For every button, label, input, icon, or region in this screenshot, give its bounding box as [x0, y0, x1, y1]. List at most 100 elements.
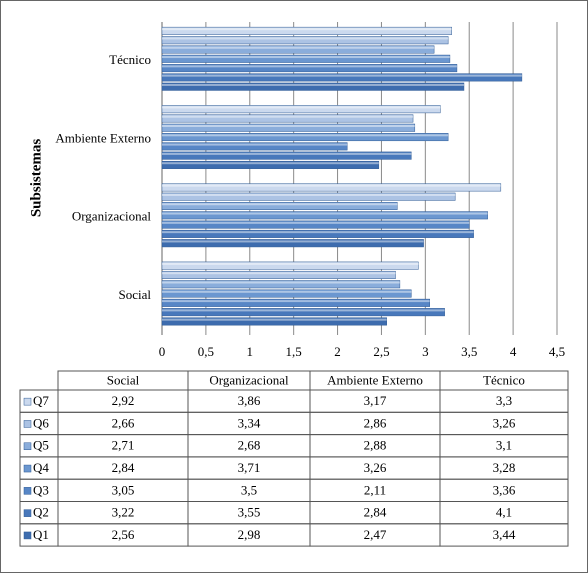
legend-key: [23, 464, 32, 473]
bar-shine: [162, 300, 430, 303]
legend-label: Q3: [33, 482, 49, 497]
table-value: 3,1: [496, 438, 512, 453]
bar: [161, 114, 414, 123]
table-value: 4,1: [496, 505, 512, 520]
bar-shine: [162, 231, 474, 234]
bar: [161, 151, 412, 160]
bar: [161, 73, 523, 82]
bar-shine: [162, 281, 400, 284]
table-value: 3,26: [493, 415, 516, 430]
bar: [161, 280, 401, 289]
bar: [161, 123, 416, 132]
bar: [161, 192, 456, 201]
bar-shine: [162, 290, 412, 293]
table-value: 2,84: [112, 460, 135, 475]
bar-shine: [162, 152, 412, 155]
bar: [161, 183, 502, 192]
table-value: 3,28: [493, 460, 516, 475]
bar: [161, 239, 424, 248]
table-value: 2,71: [112, 438, 135, 453]
table-value: 3,55: [238, 505, 261, 520]
bar: [161, 261, 419, 270]
x-tick-label: 1: [247, 344, 254, 359]
table-value: 3,05: [112, 482, 135, 497]
bar-shine: [162, 309, 445, 312]
bar-shine: [162, 162, 379, 165]
bar-shine: [162, 143, 348, 146]
table-value: 2,11: [364, 482, 386, 497]
bar-shine: [162, 212, 488, 215]
bar: [161, 211, 488, 220]
bar: [161, 317, 387, 326]
bar-shine: [162, 134, 449, 137]
legend-key: [23, 487, 32, 495]
table-header: Ambiente Externo: [327, 372, 423, 387]
bar: [161, 54, 451, 63]
bar-shine: [162, 65, 457, 68]
bar-shine: [162, 318, 387, 321]
bar: [161, 142, 348, 151]
x-tick-label: 4: [510, 344, 517, 359]
table-header: Organizacional: [209, 372, 289, 387]
legend-key: [23, 442, 32, 450]
bar: [161, 45, 435, 54]
legend-label: Q1: [33, 527, 49, 542]
legend-label: Q7: [33, 393, 49, 408]
table-value: 2,98: [238, 527, 261, 542]
bar: [161, 229, 474, 238]
table-value: 3,17: [364, 393, 387, 408]
legend-label: Q4: [33, 460, 49, 475]
legend-key: [23, 420, 32, 428]
bar: [161, 160, 380, 169]
category-label: Ambiente Externo: [55, 130, 151, 145]
legend-label: Q6: [33, 415, 49, 430]
bar: [161, 308, 445, 317]
x-tick-label: 0,5: [198, 344, 214, 359]
table-value: 3,86: [238, 393, 261, 408]
bar: [161, 64, 458, 73]
table-value: 2,47: [364, 527, 387, 542]
x-tick-label: 3: [422, 344, 429, 359]
bar: [161, 26, 452, 35]
table-cell: [439, 389, 569, 413]
bar: [161, 270, 396, 279]
category-label: Técnico: [109, 52, 151, 67]
bar: [161, 133, 449, 142]
table-value: 2,84: [364, 505, 387, 520]
bar-shine: [162, 37, 449, 40]
table-value: 3,26: [364, 460, 387, 475]
bar-shine: [162, 221, 470, 224]
legend-label: Q5: [33, 438, 49, 453]
table-value: 2,88: [364, 438, 387, 453]
table-value: 2,56: [112, 527, 135, 542]
table-value: 3,44: [493, 527, 516, 542]
legend-key: [23, 531, 32, 540]
x-tick-label: 2,5: [373, 344, 389, 359]
bar-shine: [162, 262, 419, 265]
legend-label: Q2: [33, 505, 49, 520]
bar-shine: [162, 193, 456, 196]
table-value: 2,66: [112, 415, 135, 430]
bar: [161, 298, 430, 307]
table-value: 3,3: [496, 393, 512, 408]
table-value: 2,86: [364, 415, 387, 430]
bar: [161, 82, 465, 91]
table-value: 2,68: [238, 438, 261, 453]
legend-key: [23, 509, 32, 517]
bar: [161, 220, 470, 229]
table-header: Técnico: [483, 372, 525, 387]
bar: [161, 105, 441, 114]
bar: [161, 36, 449, 45]
x-tick-label: 4,5: [549, 344, 565, 359]
bar-shine: [162, 203, 398, 206]
bar-shine: [162, 240, 424, 243]
bar-shine: [162, 272, 396, 275]
table-value: 3,22: [112, 505, 135, 520]
bar: [161, 289, 412, 298]
table-value: 3,34: [238, 415, 261, 430]
table-value: 3,71: [238, 460, 261, 475]
table-header: Social: [107, 372, 140, 387]
bar-shine: [162, 106, 441, 109]
x-tick-label: 0: [159, 344, 166, 359]
bar-shine: [162, 83, 464, 86]
